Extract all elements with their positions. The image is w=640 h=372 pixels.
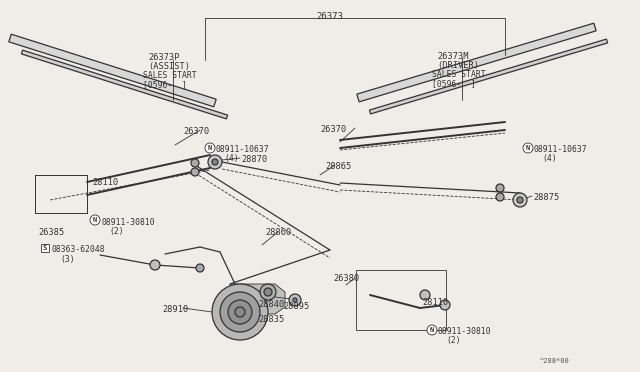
Circle shape — [191, 168, 199, 176]
FancyBboxPatch shape — [41, 244, 49, 252]
Text: 08911-30810: 08911-30810 — [438, 327, 492, 336]
Circle shape — [523, 143, 533, 153]
Text: N: N — [93, 217, 97, 223]
Text: N: N — [208, 145, 212, 151]
Text: (ASSIST): (ASSIST) — [148, 62, 190, 71]
Text: [0596-  ]: [0596- ] — [143, 80, 187, 89]
Text: 26370: 26370 — [183, 127, 209, 136]
Circle shape — [496, 193, 504, 201]
Circle shape — [513, 193, 527, 207]
Circle shape — [191, 159, 199, 167]
Text: (DRIVER): (DRIVER) — [437, 61, 479, 70]
Circle shape — [420, 290, 430, 300]
Polygon shape — [9, 34, 216, 107]
Text: 08911-30810: 08911-30810 — [101, 218, 155, 227]
Text: 26380: 26380 — [333, 274, 359, 283]
Circle shape — [235, 307, 245, 317]
Text: (2): (2) — [446, 336, 461, 345]
Text: 28110: 28110 — [422, 298, 448, 307]
Text: SALES START: SALES START — [432, 70, 486, 79]
Polygon shape — [369, 39, 607, 114]
Text: 08911-10637: 08911-10637 — [216, 145, 269, 154]
Text: (4): (4) — [542, 154, 557, 163]
Text: 08911-10637: 08911-10637 — [534, 145, 588, 154]
Circle shape — [220, 292, 260, 332]
Text: 28865: 28865 — [325, 162, 351, 171]
Text: 26373M: 26373M — [437, 52, 468, 61]
Text: ^288*00: ^288*00 — [540, 358, 570, 364]
Text: (4): (4) — [224, 154, 239, 163]
Text: 28895: 28895 — [283, 302, 309, 311]
Circle shape — [208, 155, 222, 169]
Circle shape — [496, 184, 504, 192]
Circle shape — [440, 300, 450, 310]
Text: 28835: 28835 — [258, 315, 284, 324]
Circle shape — [205, 143, 215, 153]
Text: SALES START: SALES START — [143, 71, 196, 80]
Circle shape — [517, 197, 523, 203]
Text: (3): (3) — [60, 255, 75, 264]
Text: 26373: 26373 — [317, 12, 344, 21]
Polygon shape — [230, 284, 285, 314]
Text: 28910: 28910 — [162, 305, 188, 314]
Circle shape — [264, 288, 272, 296]
Text: 28870: 28870 — [241, 155, 268, 164]
Text: [0596-  ]: [0596- ] — [432, 79, 476, 88]
Text: S: S — [43, 245, 47, 251]
Text: 08363-62048: 08363-62048 — [52, 245, 106, 254]
Circle shape — [289, 294, 301, 306]
Polygon shape — [357, 23, 596, 102]
Text: 26373P: 26373P — [148, 53, 179, 62]
Circle shape — [228, 300, 252, 324]
Text: (2): (2) — [109, 227, 124, 236]
Text: N: N — [430, 327, 434, 333]
Text: N: N — [526, 145, 530, 151]
Circle shape — [212, 159, 218, 165]
Circle shape — [427, 325, 437, 335]
Circle shape — [293, 298, 297, 302]
Circle shape — [90, 215, 100, 225]
Text: 28875: 28875 — [533, 193, 559, 202]
Text: 26370: 26370 — [320, 125, 346, 134]
Circle shape — [212, 284, 268, 340]
Polygon shape — [21, 50, 228, 119]
Text: 28860: 28860 — [265, 228, 291, 237]
Text: 28840: 28840 — [258, 300, 284, 309]
Circle shape — [260, 284, 276, 300]
Circle shape — [196, 264, 204, 272]
Text: 28110: 28110 — [92, 178, 118, 187]
Circle shape — [150, 260, 160, 270]
Text: 26385: 26385 — [38, 228, 64, 237]
